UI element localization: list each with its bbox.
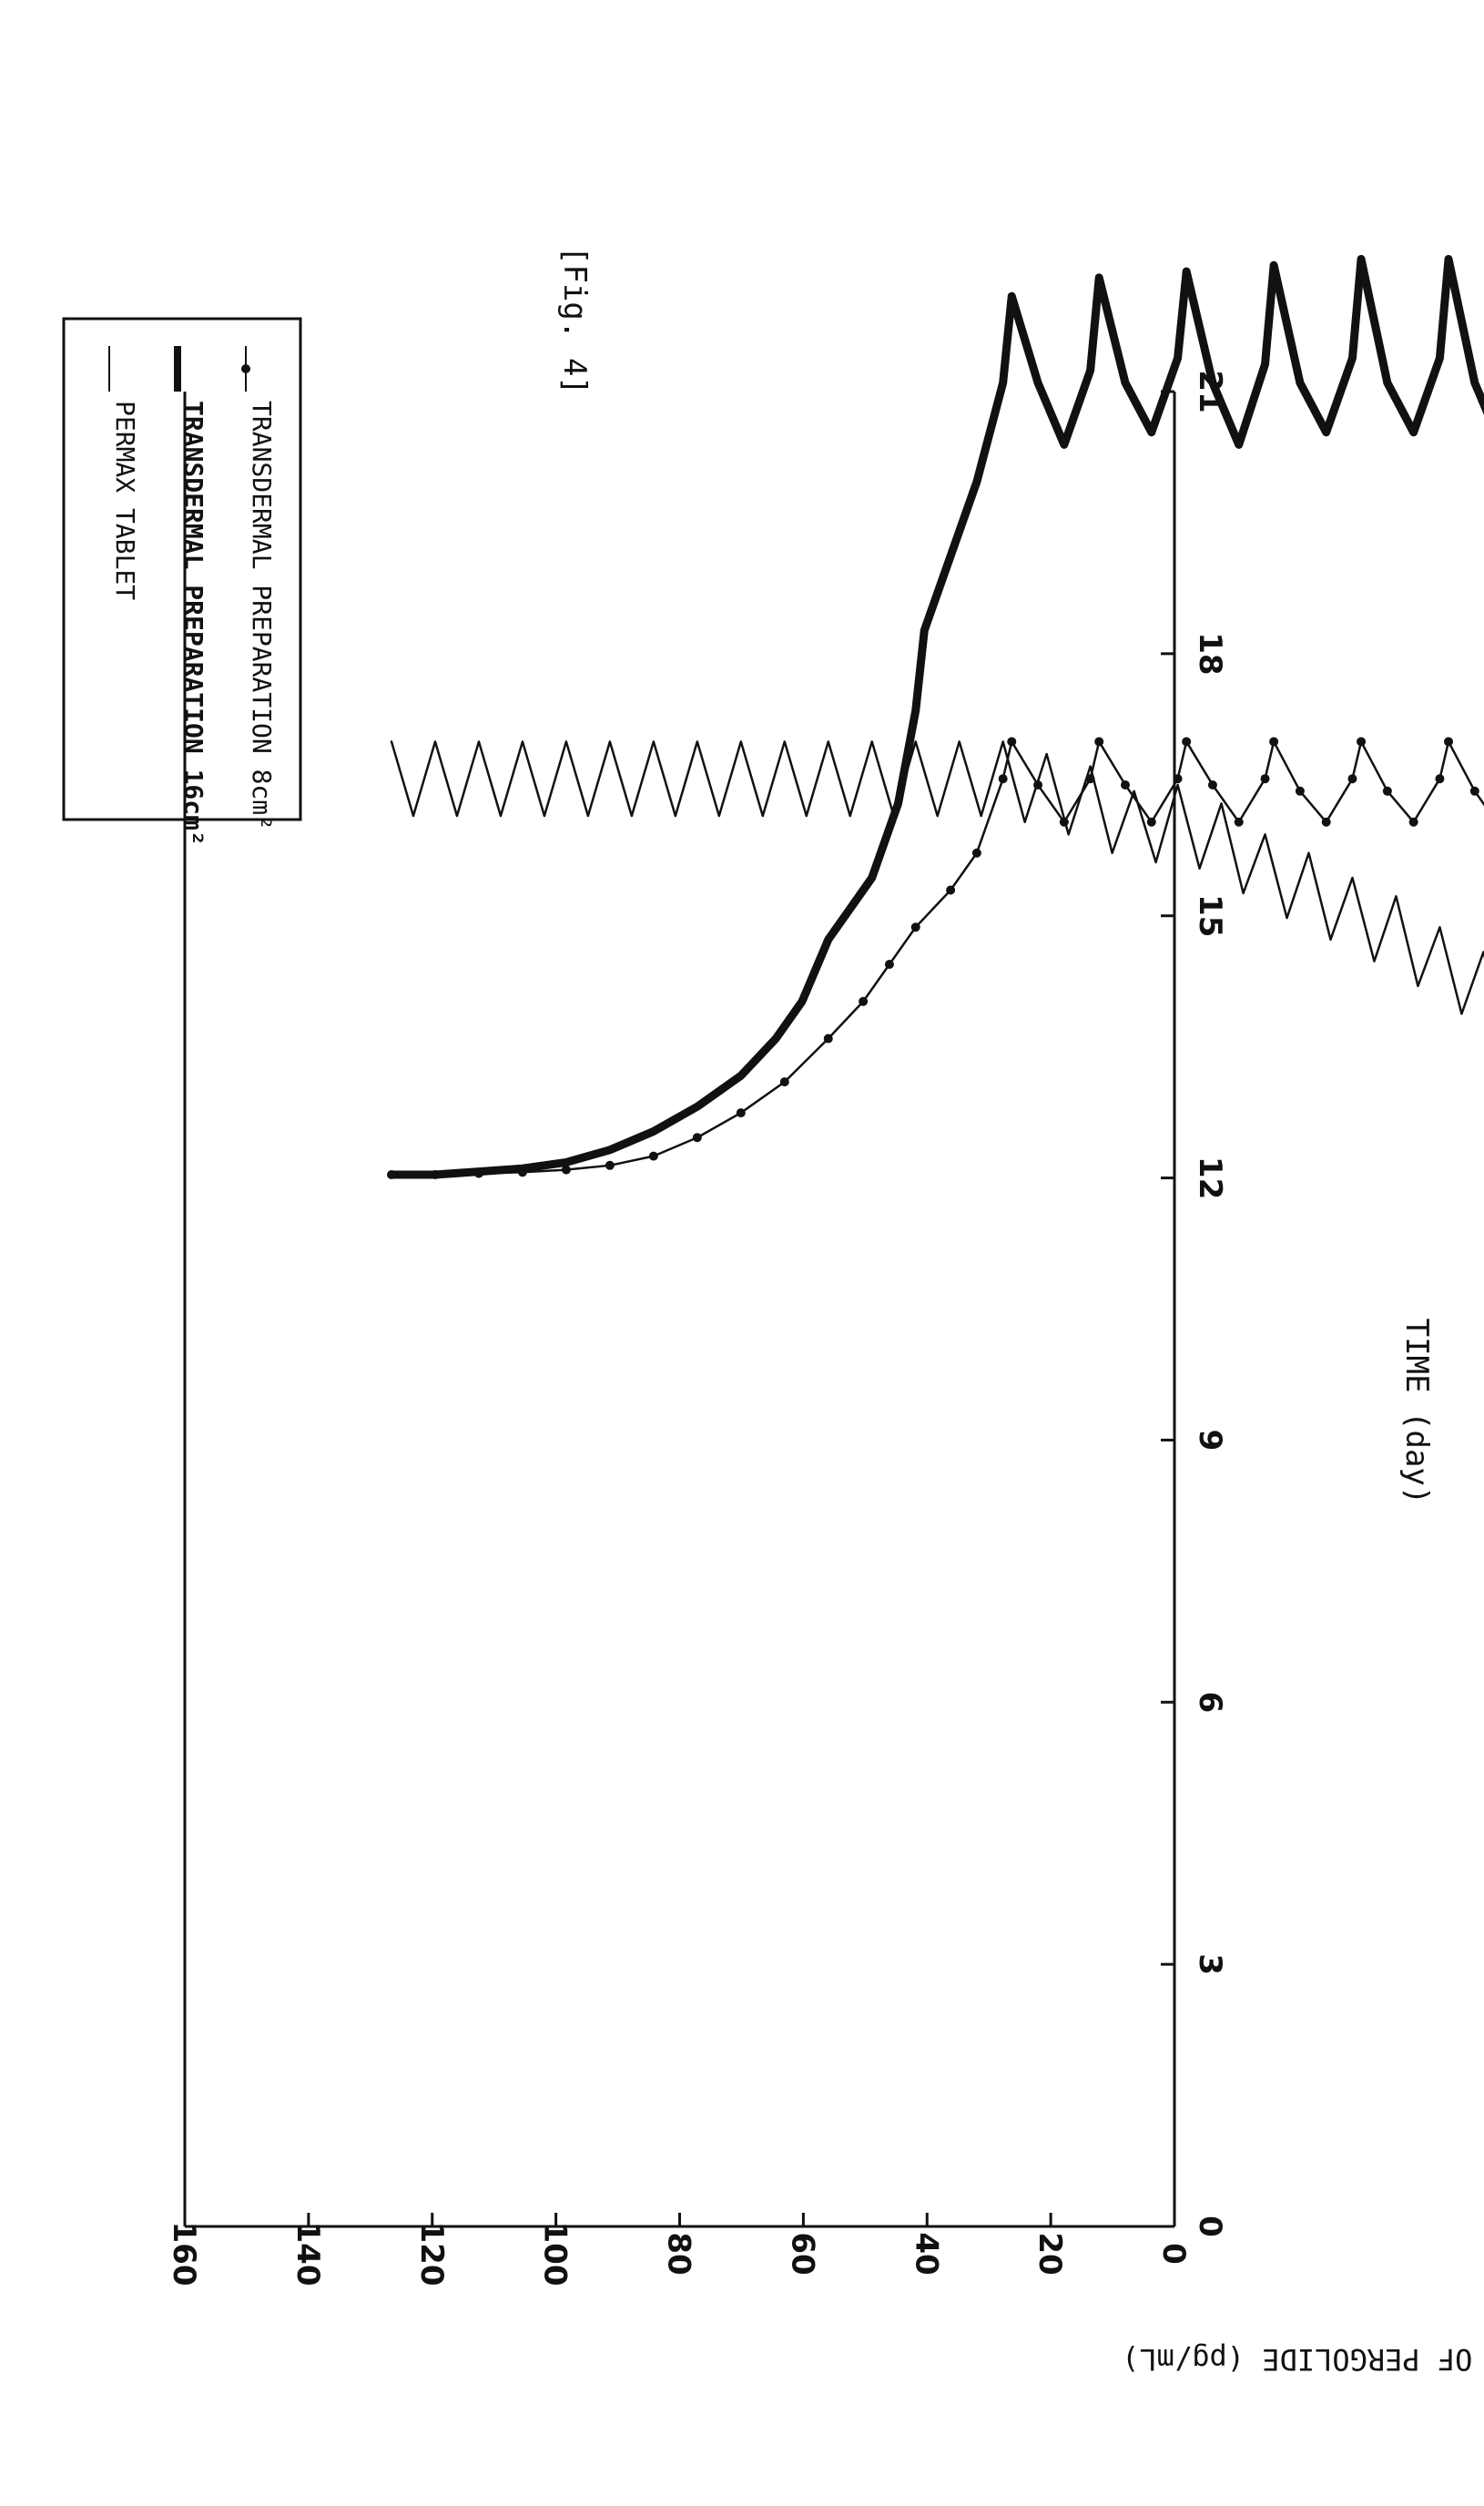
y-tick-label-1: 20	[1032, 2232, 1068, 2275]
legend-label-8cm: TRANSDERMAL PREPARATION 8cm²	[247, 401, 277, 830]
series-2-point-64	[779, 1077, 789, 1087]
y-tick-label-8: 160	[166, 2222, 202, 2287]
y-axis-ticks: 0 20 40 60 80 100 120 140 160	[166, 2213, 1192, 2286]
series-2-point-56	[1007, 737, 1017, 747]
legend-label-permax: PERMAX TABLET	[110, 401, 140, 600]
legend-frame	[62, 317, 302, 821]
series-2-point-49	[1173, 774, 1183, 784]
series-2-point-62	[859, 996, 869, 1006]
series-2-point-69	[561, 1165, 571, 1175]
x-tick-label-0: 0	[1192, 2216, 1228, 2237]
series-2-point-53	[1085, 774, 1095, 784]
series-2-point-35	[1469, 786, 1479, 796]
series-2-point-68	[605, 1160, 615, 1170]
series-2-point-63	[823, 1034, 833, 1044]
series-2-point-51	[1121, 779, 1130, 789]
series-line-2	[390, 740, 1484, 1177]
series-2-point-61	[884, 960, 894, 970]
y-tick-label-2: 40	[908, 2232, 944, 2275]
series-2-point-54	[1059, 817, 1069, 827]
x-axis-title: TIME (day)	[1398, 1319, 1435, 1505]
series-2-point-55	[1033, 779, 1043, 789]
y-tick-label-0: 0	[1155, 2243, 1192, 2265]
y-axis-title: PLASMA LEVEL OF PERGOLIDE (pg/mL)	[1122, 2342, 1484, 2377]
series-2-point-65	[736, 1108, 746, 1118]
series-2-point-36	[1444, 737, 1454, 747]
series-2-point-66	[692, 1133, 702, 1143]
series-2-point-52	[1094, 737, 1104, 747]
x-tick-label-2: 6	[1192, 1691, 1228, 1713]
x-tick-label-4: 12	[1192, 1156, 1228, 1199]
x-tick-label-6: 18	[1192, 632, 1228, 675]
series-2-point-57	[998, 774, 1008, 784]
legend: PERMAX TABLET TRANSDERMAL PREPARATION 16…	[62, 317, 302, 846]
legend-entry-16cm: TRANSDERMAL PREPARATION 16cm²	[174, 346, 208, 846]
series-2-point-50	[1146, 817, 1156, 827]
legend-label-16cm: TRANSDERMAL PREPARATION 16cm²	[178, 401, 208, 846]
x-tick-label-3: 9	[1192, 1430, 1228, 1452]
series-2-point-58	[971, 848, 981, 858]
y-tick-label-6: 120	[413, 2222, 450, 2287]
series-2-point-45	[1260, 774, 1270, 784]
x-tick-label-5: 15	[1192, 894, 1228, 937]
series-2-point-72	[430, 1170, 440, 1179]
series-2-point-46	[1234, 817, 1244, 827]
series-line-0	[390, 740, 1484, 1015]
series-layer	[387, 255, 1484, 1179]
y-tick-label-3: 60	[784, 2232, 820, 2275]
y-tick-label-4: 80	[661, 2232, 697, 2275]
series-2-point-41	[1347, 774, 1357, 784]
series-2-point-37	[1435, 774, 1445, 784]
series-2-point-47	[1207, 779, 1217, 789]
series-line-1	[387, 255, 1484, 1179]
series-2-point-38	[1408, 817, 1418, 827]
legend-marker-8cm	[241, 364, 250, 373]
series-2-point-70	[517, 1167, 527, 1177]
series-2-point-43	[1295, 786, 1305, 796]
legend-entry-8cm: TRANSDERMAL PREPARATION 8cm²	[241, 346, 277, 830]
series-2-point-67	[648, 1151, 658, 1161]
series-2-point-48	[1182, 737, 1192, 747]
series-2-point-60	[910, 922, 920, 932]
legend-entry-permax: PERMAX TABLET	[108, 346, 140, 600]
series-2-point-40	[1357, 737, 1367, 747]
series-2-point-71	[473, 1168, 483, 1178]
series-2-point-39	[1382, 786, 1392, 796]
y-tick-label-5: 100	[537, 2222, 574, 2287]
x-tick-label-1: 3	[1192, 1953, 1228, 1975]
series-2-point-44	[1269, 737, 1279, 747]
y-tick-label-7: 140	[290, 2222, 326, 2287]
figure-label: [Fig. 4]	[556, 246, 593, 395]
series-2-point-42	[1321, 817, 1331, 827]
series-2-point-73	[387, 1170, 396, 1179]
series-2-point-59	[946, 885, 956, 895]
